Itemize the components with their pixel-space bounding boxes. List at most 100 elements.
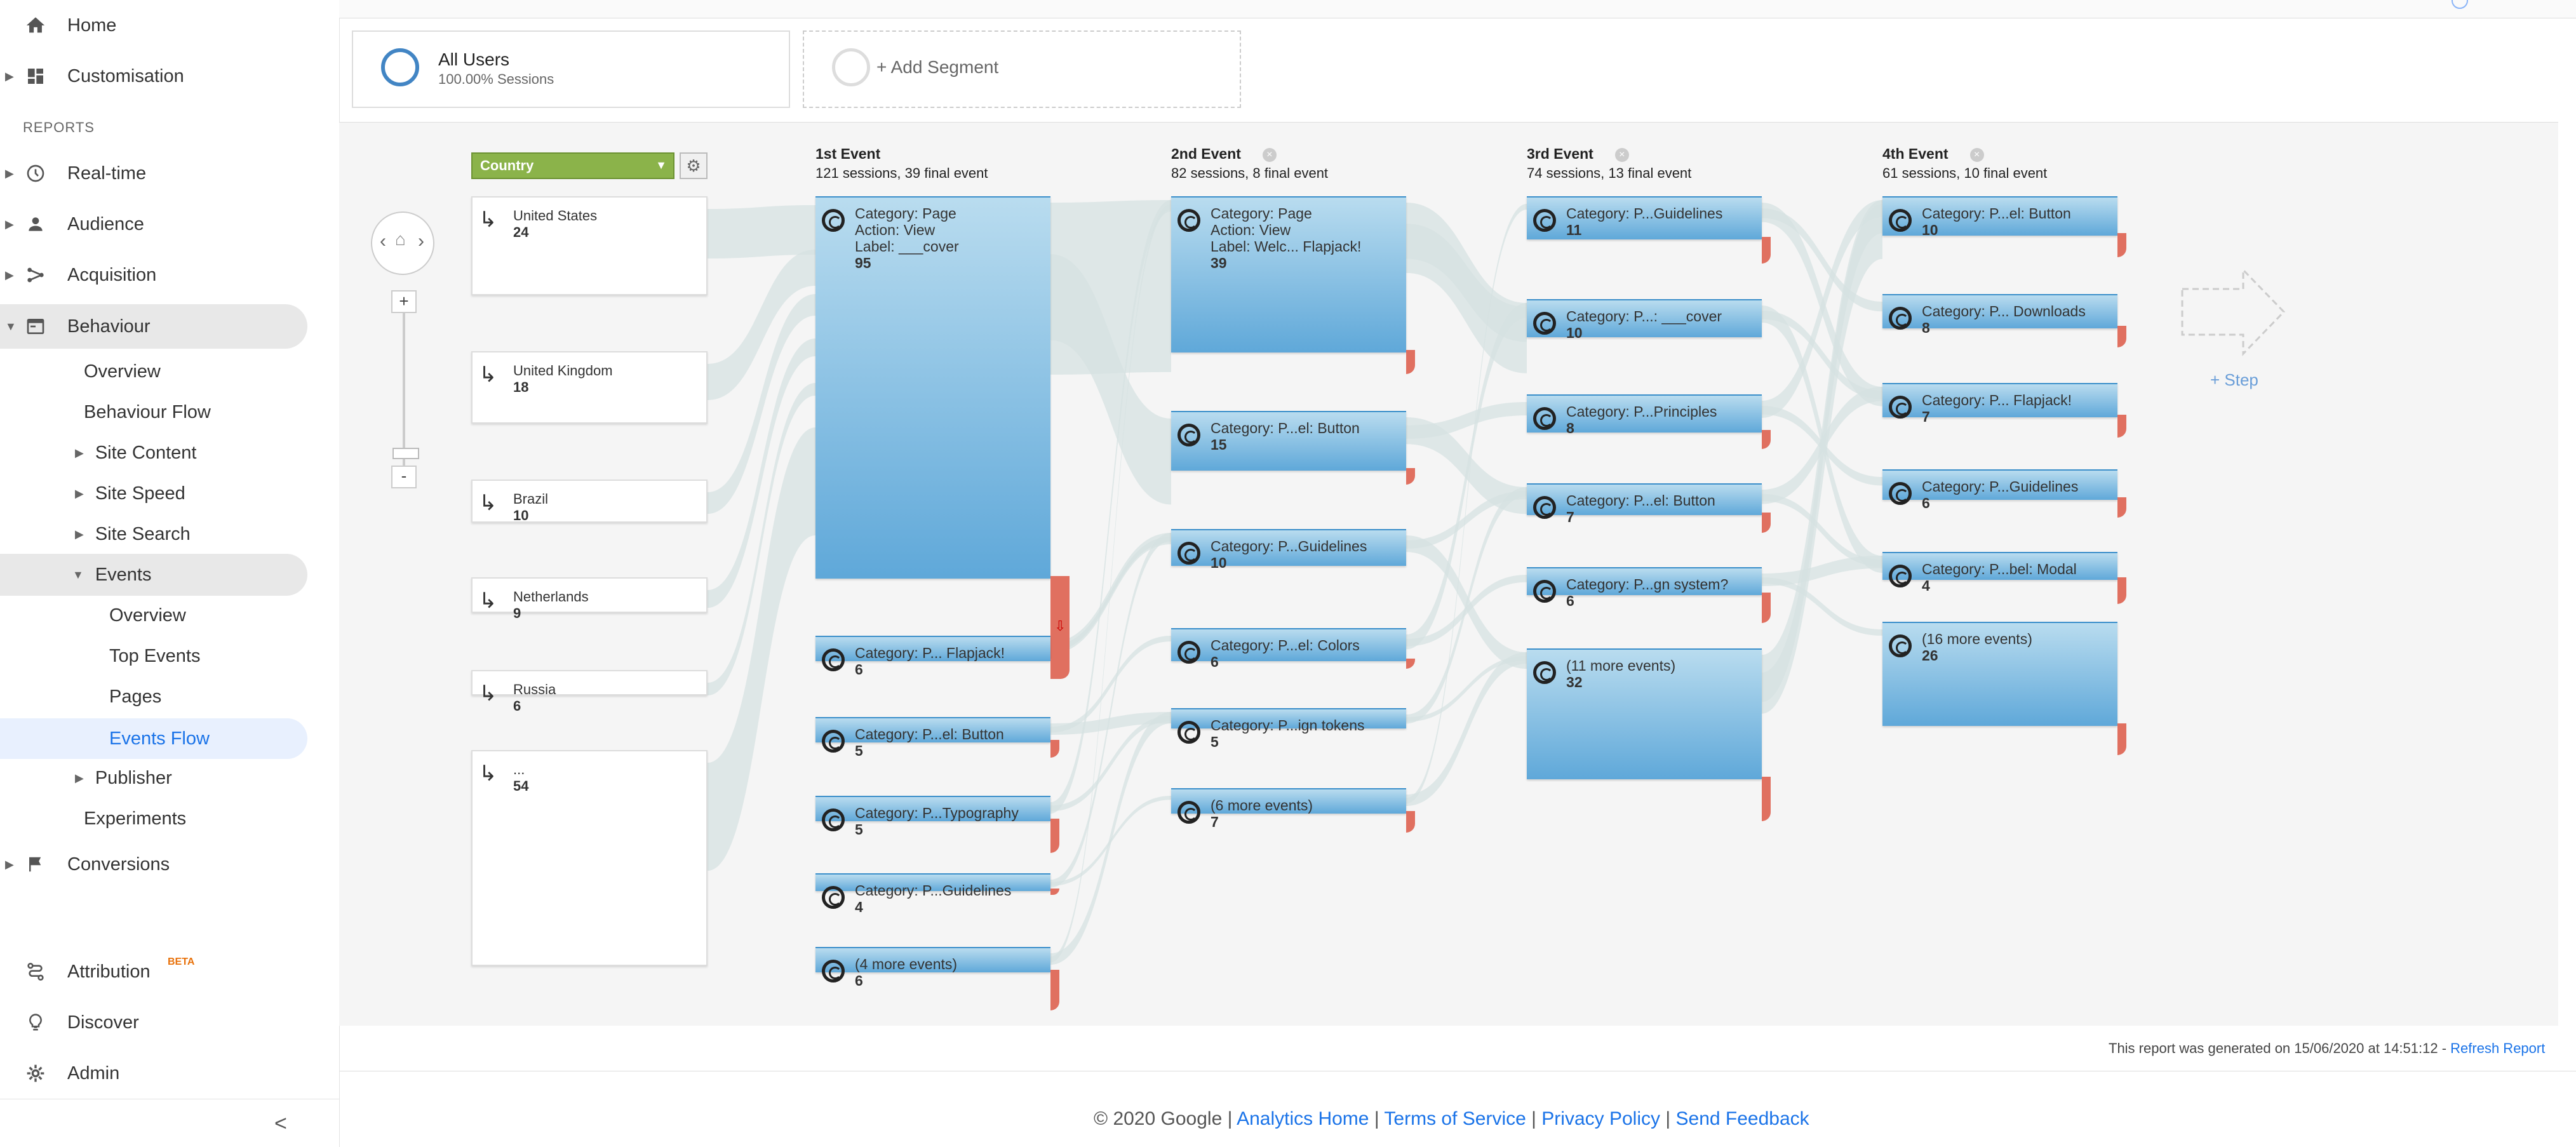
nav-behaviour-flow[interactable]: Behaviour Flow	[84, 401, 211, 422]
flow-link	[1406, 402, 1527, 439]
expand-caret-icon: ▶	[75, 771, 84, 784]
pan-control[interactable]: ‹ ⌂ ›	[371, 211, 434, 275]
event-node[interactable]: (6 more events) 7	[1171, 788, 1406, 830]
column-subtitle: 74 sessions, 13 final event	[1527, 165, 1692, 181]
event-node[interactable]: Category: P...el: Button 5	[815, 717, 1050, 759]
add-segment-button[interactable]: + Add Segment	[803, 30, 1241, 108]
event-label: (4 more events) 6	[855, 956, 957, 989]
event-node[interactable]: Category: P...Guidelines 11	[1527, 196, 1762, 239]
drop-off-bar[interactable]	[1762, 777, 1771, 821]
event-node[interactable]: Category: P...Guidelines 6	[1882, 469, 2117, 511]
event-node[interactable]: Category: P...Guidelines 4	[815, 873, 1050, 915]
event-node[interactable]: Category: P...el: Button 10	[1882, 196, 2117, 238]
drop-off-bar[interactable]	[1050, 659, 1059, 676]
country-node[interactable]: ↳ Brazil 10	[471, 480, 708, 523]
event-node[interactable]: Category: P...el: Colors 6	[1171, 628, 1406, 670]
pan-left-icon[interactable]: ‹	[380, 231, 386, 252]
drop-off-bar[interactable]	[1762, 237, 1771, 264]
remove-step-icon[interactable]: ×	[1614, 148, 1629, 162]
flow-link	[1050, 712, 1171, 965]
column-title: 3rd Event	[1527, 145, 1593, 162]
event-node[interactable]: Category: P...el: Button 15	[1171, 411, 1406, 471]
footer-analytics-home-link[interactable]: Analytics Home	[1237, 1108, 1369, 1129]
expand-caret-icon: ▶	[5, 69, 14, 83]
column-header: 3rd Event × 74 sessions, 13 final event	[1527, 145, 1691, 182]
event-node[interactable]: (16 more events) 26	[1882, 622, 2117, 726]
drop-off-bar[interactable]	[1406, 350, 1415, 374]
dimension-select[interactable]: Country ▼	[471, 152, 674, 179]
event-node[interactable]: Category: P...Principles 8	[1527, 394, 1762, 436]
event-node[interactable]: Category: P... Downloads 8	[1882, 294, 2117, 336]
nav-pages[interactable]: Pages	[109, 686, 162, 707]
refresh-report-link[interactable]: Refresh Report	[2450, 1040, 2546, 1056]
country-node[interactable]: ↳ Russia 6	[471, 670, 708, 714]
help-icon[interactable]	[2452, 0, 2468, 9]
drop-off-bar[interactable]	[1050, 819, 1059, 853]
drop-off-bar[interactable]	[1050, 970, 1059, 1010]
nav-site-search[interactable]: ▶ Site Search	[75, 515, 191, 553]
settings-gear-icon[interactable]: ⚙	[680, 152, 708, 179]
drop-off-bar[interactable]	[2117, 326, 2126, 347]
event-node[interactable]: Category: P...: ___cover 10	[1527, 299, 1762, 341]
drop-off-bar[interactable]	[1406, 468, 1415, 485]
event-node[interactable]: Category: P...gn system? 6	[1527, 567, 1762, 609]
nav-publisher[interactable]: ▶ Publisher	[75, 759, 172, 797]
nav-top-events[interactable]: Top Events	[109, 645, 201, 666]
event-node[interactable]: (11 more events) 32	[1527, 648, 1762, 779]
event-node[interactable]: Category: Page Action: View Label: Welc.…	[1171, 196, 1406, 352]
event-node[interactable]: (4 more events) 6	[815, 947, 1050, 989]
zoom-in-button[interactable]: +	[391, 290, 417, 313]
zoom-out-button[interactable]: -	[391, 466, 417, 488]
drop-off-bar[interactable]	[1050, 889, 1059, 895]
event-node[interactable]: Category: P... Flapjack! 6	[815, 636, 1050, 678]
drop-off-bar[interactable]	[2117, 233, 2126, 257]
event-node[interactable]: Category: P... Flapjack! 7	[1882, 383, 2117, 425]
collapse-sidebar-icon[interactable]: <	[274, 1111, 287, 1136]
country-node[interactable]: ↳ Netherlands 9	[471, 577, 708, 621]
flow-link	[1406, 652, 1527, 806]
remove-step-icon[interactable]: ×	[1262, 148, 1277, 162]
pan-right-icon[interactable]: ›	[418, 231, 424, 252]
event-node[interactable]: Category: P...ign tokens 5	[1171, 708, 1406, 750]
event-node[interactable]: Category: P...Typography 5	[815, 796, 1050, 838]
remove-step-icon[interactable]: ×	[1969, 148, 1984, 162]
event-node[interactable]: Category: P...bel: Modal 4	[1882, 552, 2117, 594]
drop-off-bar[interactable]	[1762, 430, 1771, 449]
event-label-text: Category: P...el: Colors	[1211, 637, 1360, 654]
drop-off-bar[interactable]	[2117, 577, 2126, 604]
nav-events-overview[interactable]: Overview	[109, 605, 186, 626]
footer-feedback-link[interactable]: Send Feedback	[1675, 1108, 1809, 1129]
events-flow-canvas[interactable]: ‹ ⌂ › + - Country ▼ ⚙ 1st Event 121 sessi…	[339, 122, 2558, 1026]
expand-caret-icon: ▶	[5, 166, 14, 180]
drop-off-bar[interactable]	[1050, 740, 1059, 758]
footer-terms-link[interactable]: Terms of Service	[1384, 1108, 1526, 1129]
segment-all-users[interactable]: All Users 100.00% Sessions	[352, 30, 790, 108]
drop-off-bar[interactable]	[2117, 723, 2126, 755]
add-step-link[interactable]: + Step	[2210, 370, 2258, 389]
nav-site-content[interactable]: ▶ Site Content	[75, 434, 196, 472]
nav-events-flow[interactable]: Events Flow	[109, 728, 210, 749]
event-label-text: Category: P...: ___cover	[1566, 308, 1722, 325]
drop-off-bar[interactable]	[2117, 415, 2126, 438]
country-node[interactable]: ↳... 54	[471, 750, 708, 966]
nav-events[interactable]: ▼ Events	[72, 556, 152, 594]
event-node[interactable]: Category: Page Action: View Label: ___co…	[815, 196, 1050, 579]
add-segment-ring-icon	[832, 48, 870, 86]
event-node[interactable]: Category: P...el: Button 7	[1527, 483, 1762, 525]
nav-site-speed[interactable]: ▶ Site Speed	[75, 474, 185, 513]
home-icon[interactable]: ⌂	[395, 229, 406, 249]
nav-experiments[interactable]: Experiments	[84, 808, 187, 829]
country-node[interactable]: ↳ United States 24	[471, 196, 708, 295]
add-step-arrow-icon[interactable]	[2180, 267, 2288, 356]
drop-off-bar[interactable]	[1762, 593, 1771, 623]
event-node[interactable]: Category: P...Guidelines 10	[1171, 529, 1406, 571]
footer-privacy-link[interactable]: Privacy Policy	[1541, 1108, 1661, 1129]
drop-off-bar[interactable]	[2117, 497, 2126, 518]
nav-behaviour-overview[interactable]: Overview	[84, 361, 161, 382]
drop-off-bar[interactable]	[1762, 513, 1771, 533]
zoom-slider-track[interactable]	[403, 313, 405, 474]
zoom-slider-handle[interactable]	[392, 448, 419, 459]
drop-off-bar[interactable]	[1406, 811, 1415, 833]
country-node[interactable]: ↳ United Kingdom 18	[471, 351, 708, 424]
event-count: 7	[1566, 509, 1574, 525]
